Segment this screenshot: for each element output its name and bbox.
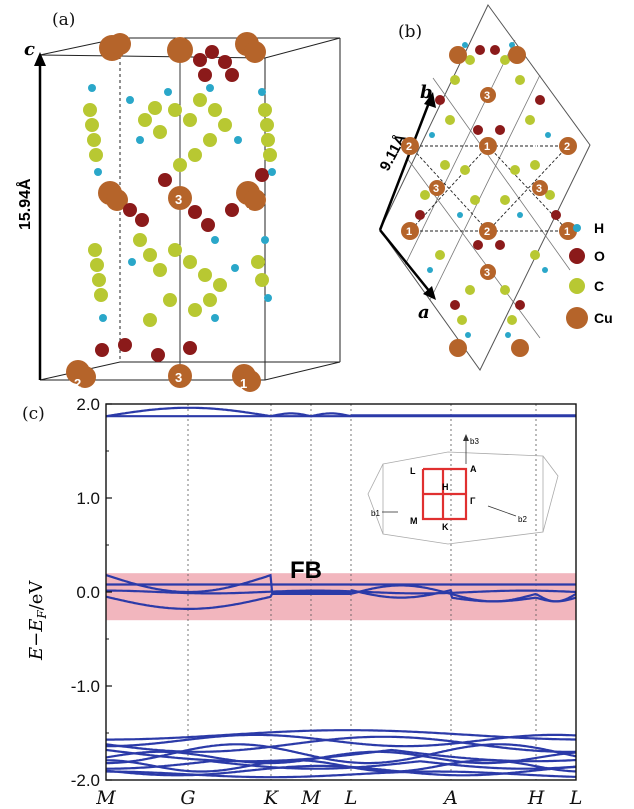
bz-inset: b3 A L H Γ M K b1 b2 (367, 434, 559, 545)
y-tick-label: 2.0 (76, 395, 100, 414)
h-atoms (88, 84, 276, 322)
height-label: 15.94Å (15, 178, 34, 230)
site-label-b10: 1 (564, 226, 570, 238)
bz-K: K (442, 522, 449, 532)
unit-cell-box (39, 37, 341, 381)
site-label-a5: 3 (175, 370, 182, 385)
legend-cu: Cu (594, 310, 613, 326)
panel-label-b: (b) (398, 22, 423, 42)
fb-label: FB (290, 557, 322, 584)
panel-label-c: (c) (22, 404, 45, 424)
site-label-b9: 2 (484, 226, 490, 238)
kpoint-label: L (569, 787, 583, 809)
bz-b1: b1 (371, 509, 380, 518)
y-tick-label: -2.0 (71, 771, 100, 790)
kpoint-label: L (344, 787, 358, 809)
panel-label-a: (a) (52, 10, 76, 30)
site-label-b3: 1 (484, 141, 490, 153)
kpoint-label: M (95, 787, 116, 809)
bz-b2: b2 (518, 515, 527, 524)
site-label-b5: 1 (533, 141, 539, 153)
legend-c: C (594, 278, 604, 294)
site-label-a1: 2 (104, 205, 111, 220)
site-label-b4: 2 (564, 141, 570, 153)
cu-atoms (66, 32, 266, 392)
b-axis-label: b (420, 82, 433, 103)
band-lower (105, 750, 577, 765)
band-lower (106, 733, 576, 748)
site-label-b2: 2 (406, 141, 412, 153)
kpoint-label: G (180, 787, 195, 809)
legend-o: O (594, 248, 605, 264)
kpoint-label: M (300, 787, 321, 809)
band-upper-dispersive (105, 406, 576, 418)
c-atoms (83, 93, 277, 327)
y-axis-label: E−EF/eV (26, 580, 49, 661)
band-lower (106, 743, 577, 765)
legend-h: H (594, 220, 604, 236)
ring-atoms (401, 42, 577, 357)
site-label-b1: 3 (484, 90, 490, 102)
site-label-a3: 1 (244, 205, 251, 220)
a-axis-label: a (418, 302, 430, 323)
a-axis-arrow (379, 229, 431, 293)
band-lower (106, 729, 576, 741)
site-label-a6: 1 (240, 376, 247, 391)
site-label-b7: 3 (536, 183, 542, 195)
y-tick-label: -1.0 (71, 677, 100, 696)
bz-M: M (410, 516, 418, 526)
band-lower (106, 770, 576, 779)
bz-b3: b3 (470, 437, 479, 446)
y-tick-label: 0.0 (76, 583, 100, 602)
site-label-b11: 3 (484, 267, 490, 279)
kpoint-label: A (442, 787, 458, 809)
y-tick-label: 1.0 (76, 489, 100, 508)
band-lower (106, 760, 577, 770)
bz-L: L (410, 466, 416, 476)
bz-A: A (470, 464, 477, 474)
band-dirac-upper (105, 573, 577, 603)
site-label-a4: 2 (74, 376, 81, 391)
bz-H: H (442, 482, 449, 492)
site-label-b6: 3 (433, 183, 439, 195)
b-axis-arrow (378, 99, 432, 231)
fb-region (106, 573, 576, 621)
kpoint-label: H (527, 787, 545, 809)
o-atoms (95, 45, 269, 362)
kpoint-label: K (263, 787, 280, 809)
site-label-b8: 1 (406, 226, 412, 238)
c-axis-label: c (24, 39, 35, 60)
bz-Gamma: Γ (470, 496, 476, 506)
rhombus-cell (379, 4, 591, 371)
site-label-a2: 3 (175, 192, 182, 207)
